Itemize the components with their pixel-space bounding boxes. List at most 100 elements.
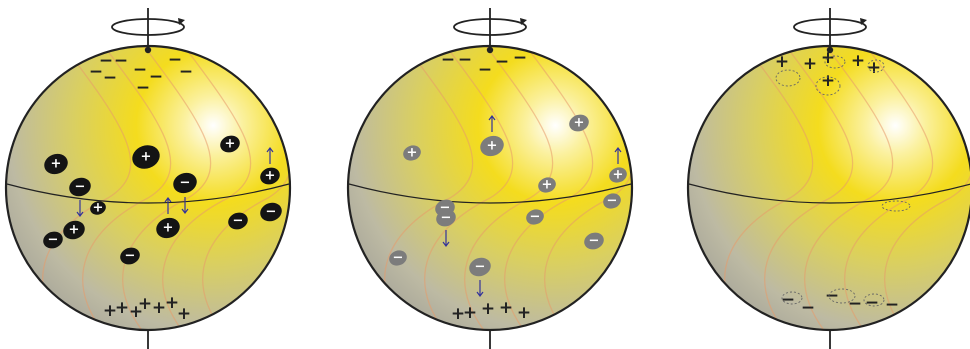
sunspot [584, 232, 604, 250]
field-line [804, 46, 894, 330]
panel-1: − − −−− −−−−++ ++ ++++−++−+−+−−+−+ [4, 8, 292, 349]
south-polar-polarity: + [463, 303, 477, 323]
sunspot [44, 153, 68, 175]
south-polar-polarity: + [177, 304, 191, 324]
sunspot [609, 167, 627, 183]
sunspot [389, 250, 407, 266]
decayed-flux-region [863, 293, 885, 307]
rotation-arrow-icon [793, 18, 867, 36]
equator-line [688, 183, 970, 204]
flux-arrowhead-icon [442, 241, 450, 247]
sunspot-polarity: + [93, 201, 104, 216]
field-line [844, 46, 934, 330]
north-polar-polarity: − [133, 60, 147, 80]
north-polar-polarity: − [99, 51, 113, 71]
south-polar-polarity: + [499, 298, 513, 318]
south-polar-polarity: + [115, 298, 129, 318]
sunspot-polarity: + [407, 146, 418, 161]
north-pole-dot [486, 46, 494, 54]
sunspot-polarity: − [440, 201, 451, 216]
north-polar-polarity: + [851, 51, 865, 71]
sunspot-polarity: + [574, 116, 585, 131]
south-polar-polarity: + [152, 298, 166, 318]
sunspot-polarity: − [48, 233, 59, 248]
rotation-arrowhead-icon [520, 18, 527, 25]
panel-2: − − − − −+ + + +++ ++−−+−+−−−− [346, 8, 634, 349]
sunspot-polarity: + [613, 168, 624, 183]
decayed-flux-region [815, 76, 841, 96]
flux-arrowhead-icon [76, 211, 84, 217]
sun-sphere [6, 46, 290, 330]
north-polar-polarity: + [821, 48, 835, 68]
south-polar-polarity: − [885, 295, 899, 315]
sunspot-polarity: − [233, 214, 244, 229]
decayed-flux-region [775, 69, 801, 87]
rotation-arrowhead-icon [178, 18, 185, 25]
sunspot [220, 135, 240, 153]
field-line [424, 46, 514, 330]
north-polar-polarity: − [168, 50, 182, 70]
sunspot-polarity: − [530, 210, 541, 225]
sunspot [526, 209, 544, 225]
south-polar-polarity: − [801, 298, 815, 318]
sunspot-polarity: − [589, 234, 600, 249]
sunspot-polarity: − [75, 180, 86, 195]
sunspot-polarity: − [607, 194, 618, 209]
sunspot-polarity: − [266, 205, 277, 220]
sunspot [469, 257, 491, 277]
field-line [82, 46, 172, 330]
north-pole-dot [144, 46, 152, 54]
north-polar-polarity: − [103, 68, 117, 88]
decayed-flux-region [824, 55, 846, 69]
north-polar-polarity: + [803, 54, 817, 74]
field-line [122, 46, 212, 330]
sunspot [173, 172, 197, 194]
south-polar-polarity: + [451, 304, 465, 324]
north-polar-polarity: − [149, 67, 163, 87]
sunspot-polarity: + [51, 157, 62, 172]
sunspot [132, 145, 160, 169]
sunspot-polarity: + [141, 150, 152, 165]
flux-arrowhead-icon [181, 208, 189, 214]
south-polar-polarity: − [825, 286, 839, 306]
north-polar-polarity: − [495, 52, 509, 72]
field-line [464, 46, 554, 330]
south-polar-polarity: − [848, 294, 862, 314]
field-line [162, 46, 252, 330]
south-polar-polarity: + [103, 301, 117, 321]
sunspot-polarity: − [180, 176, 191, 191]
sunspot-polarity: + [265, 169, 276, 184]
sunspot [260, 202, 282, 222]
field-line [504, 46, 594, 330]
north-polar-polarity: + [821, 71, 835, 91]
north-polar-polarity: − [513, 48, 527, 68]
sunspot [403, 145, 421, 161]
sunspot [120, 247, 140, 265]
sunspot [480, 135, 504, 157]
north-polar-polarity: + [867, 58, 881, 78]
sunspot [260, 167, 280, 185]
panel-3: + + + + ++− −− − − − [686, 8, 970, 349]
north-polar-polarity: − [114, 51, 128, 71]
south-polar-polarity: + [517, 303, 531, 323]
sun-sphere [688, 46, 970, 330]
decayed-flux-region [781, 291, 803, 305]
north-polar-polarity: − [441, 50, 455, 70]
sunspot-polarity: − [441, 211, 452, 226]
sunspot-polarity: − [393, 251, 404, 266]
sunspot [90, 201, 106, 215]
north-pole-dot [826, 46, 834, 54]
sunspot [436, 209, 456, 227]
rotation-arrowhead-icon [860, 18, 867, 25]
south-polar-polarity: + [138, 294, 152, 314]
sunspot [538, 177, 556, 193]
north-polar-polarity: − [458, 50, 472, 70]
sunspot-polarity: + [487, 139, 498, 154]
sunspot [43, 231, 63, 249]
sunspot-polarity: + [225, 137, 236, 152]
sunspot-polarity: + [69, 223, 80, 238]
sunspot-polarity: − [125, 249, 136, 264]
north-polar-polarity: − [89, 62, 103, 82]
sunspot [69, 177, 91, 197]
